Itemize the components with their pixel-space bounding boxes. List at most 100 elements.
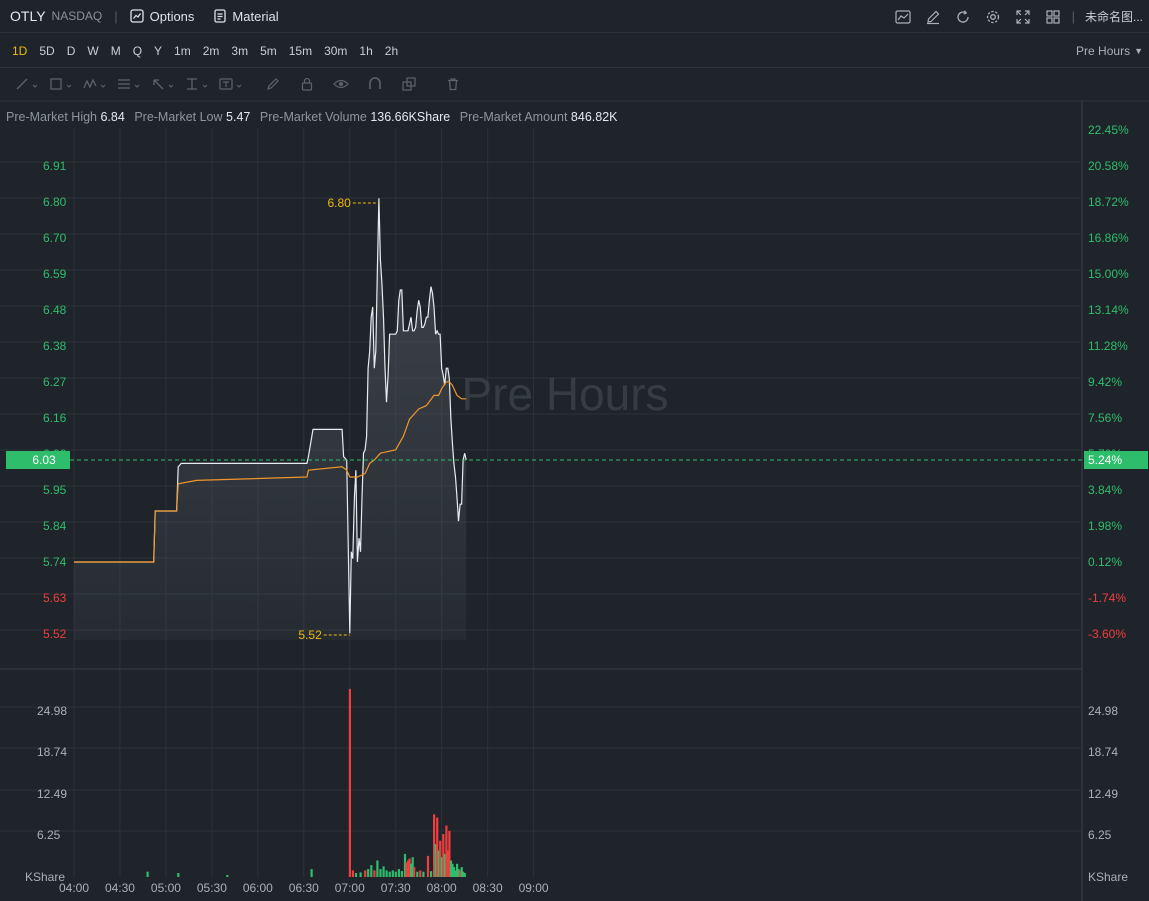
volume-bar [460,867,463,877]
current-price-value: 6.03 [32,453,56,467]
volume-bar [422,871,425,877]
volume-bar [434,844,437,877]
stat-low-value: 5.47 [226,110,251,124]
vol-tick-label-left: 6.25 [37,828,61,842]
options-button[interactable]: Options [129,9,194,24]
timeframe-30m[interactable]: 30m [324,43,348,58]
current-pct-value: 5.24% [1088,453,1122,467]
pct-tick-label: 11.28% [1088,339,1128,353]
pct-tick-label: 9.42% [1088,375,1122,389]
lock-tool[interactable] [290,72,324,96]
clone-tool[interactable] [392,72,426,96]
rectangle-tool[interactable] [44,72,78,96]
edit-button[interactable] [918,2,948,32]
watermark-text: Pre Hours [461,368,668,420]
x-tick-label: 04:00 [59,881,89,895]
vol-tick-label-left: 12.49 [37,787,67,801]
volume-bar [373,870,376,877]
price-tick-label: 5.84 [43,519,67,533]
gear-icon [986,10,999,23]
volume-bar [419,870,422,877]
pct-tick-label: -3.60% [1088,627,1126,641]
price-tick-label: 6.48 [43,303,67,317]
fibonacci-icon [118,79,140,89]
pct-tick-label: 3.84% [1088,483,1122,497]
x-tick-label: 08:00 [427,881,457,895]
x-tick-label: 09:00 [519,881,549,895]
timeframe-q[interactable]: Q [132,43,143,58]
timeframe-1h[interactable]: 1h [359,43,373,58]
timeframe-1d[interactable]: 1D [12,43,28,58]
pct-tick-label: 18.72% [1088,195,1129,209]
x-tick-label: 05:00 [151,881,181,895]
indicator-chart-icon [894,9,911,24]
timeframe-list: 1D 5D D W M Q Y 1m 2m 3m 5m 15m 30m 1h 2h [0,44,404,58]
caret-down-icon: ▼ [1134,46,1143,56]
price-tick-label: 6.16 [43,411,67,425]
pct-tick-label: 7.56% [1088,411,1122,425]
volume-bar [456,863,459,877]
indicator-button[interactable] [888,2,918,32]
settings-button[interactable] [978,2,1008,32]
pen-tool[interactable] [256,72,290,96]
volume-bar [364,870,367,877]
volume-bar [436,817,439,877]
x-tick-label: 07:00 [335,881,365,895]
stat-low-label: Pre-Market Low [134,110,223,124]
trend-line-tool[interactable] [10,72,44,96]
timeframe-y[interactable]: Y [154,43,163,58]
timeframe-1m[interactable]: 1m [174,43,191,58]
pct-tick-label: 15.00% [1088,267,1129,281]
volume-bar [403,853,407,877]
refresh-button[interactable] [948,2,978,32]
timeframe-15m[interactable]: 15m [288,43,313,58]
material-button[interactable]: Material [214,9,279,24]
volume-bar [382,866,385,877]
volume-bar [391,870,394,877]
volume-bar [454,870,457,877]
timeframe-2m[interactable]: 2m [202,43,220,58]
timeframe-5m[interactable]: 5m [260,43,277,58]
pct-tick-label: 13.14% [1088,303,1129,317]
timeframe-m[interactable]: M [110,43,121,58]
measure-tool[interactable] [180,72,214,96]
ticker-symbol[interactable]: OTLY [10,8,46,24]
volume-bar [405,862,408,877]
top-toolbar: OTLY NASDAQ | Options Material | 未命名图... [0,0,1149,33]
volume-bar [370,865,373,877]
delete-tool[interactable] [436,72,470,96]
volume-bar [408,858,411,877]
pct-tick-label: 5.70% [1088,447,1122,461]
magnet-icon [369,77,381,89]
timeframe-2h[interactable]: 2h [384,43,399,58]
timeframe-d[interactable]: D [66,43,76,58]
layout-name-dropdown[interactable]: 未命名图... [1084,10,1143,24]
volume-bar [449,860,453,877]
low-marker-label: 5.52 [298,628,322,642]
fullscreen-button[interactable] [1008,2,1038,32]
arrow-tool[interactable] [146,72,180,96]
pre-market-stats: Pre-Market High 6.84 Pre-Market Low 5.47… [0,110,1149,128]
text-tool[interactable] [214,72,248,96]
timeframe-5d[interactable]: 5D [39,43,55,58]
vol-tick-label-left: KShare [25,870,65,884]
volume-bar [416,871,419,877]
session-selector[interactable]: Pre Hours ▼ [1076,34,1143,68]
vol-tick-label-right: KShare [1088,870,1128,884]
price-tick-label: 6.80 [43,195,67,209]
fib-tool[interactable] [112,72,146,96]
pattern-tool[interactable] [78,72,112,96]
stat-amount-value: 846.82K [570,110,618,124]
average-price-line [74,381,467,563]
stat-amount-label: Pre-Market Amount [459,110,568,124]
timeframe-3m[interactable]: 3m [231,43,249,58]
magnet-tool[interactable] [358,72,392,96]
timeframe-w[interactable]: W [87,43,99,58]
volume-bar [359,872,362,877]
layout-grid-button[interactable] [1038,2,1068,32]
current-price-badge [6,451,70,470]
clone-icon [402,77,416,91]
volume-bar [439,840,442,877]
visibility-tool[interactable] [324,72,358,96]
